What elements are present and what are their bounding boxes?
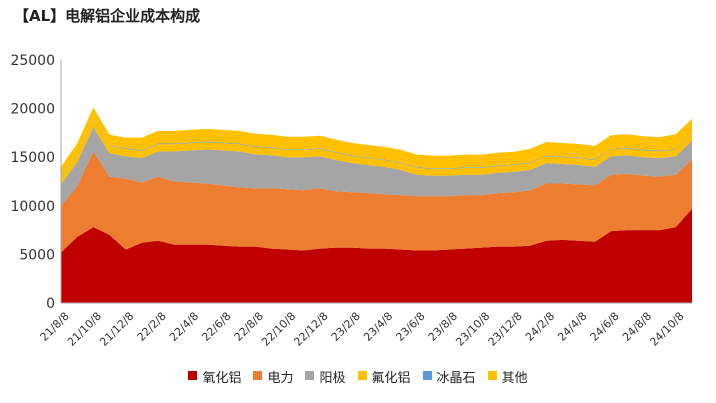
y-tick-labels: 0 5000 10000 15000 20000 25000: [10, 53, 55, 312]
x-tick-label: 22/12/8: [291, 310, 330, 349]
legend-label: 阳极: [319, 371, 346, 386]
x-tick-label: 22/4/8: [167, 310, 201, 344]
x-tick-label: 23/6/8: [393, 310, 427, 344]
legend-label: 氧化铝: [202, 371, 242, 386]
legend-item: 氟化铝: [357, 367, 411, 386]
x-tick-label: 24/2/8: [523, 310, 557, 344]
x-tick-labels: 21/8/821/10/821/12/822/2/822/4/822/6/822…: [38, 310, 687, 349]
legend-item: 冰晶石: [422, 367, 476, 386]
legend-label: 冰晶石: [436, 371, 476, 386]
x-tick-label: 22/2/8: [135, 310, 169, 344]
legend-label: 氟化铝: [371, 371, 411, 386]
series-areas: [61, 107, 692, 303]
x-tick-label: 23/10/8: [453, 310, 492, 349]
x-tick-label: 23/4/8: [361, 310, 395, 344]
legend-item: 阳极: [305, 367, 346, 386]
legend-swatch: [487, 371, 497, 380]
x-tick-label: 22/10/8: [259, 310, 298, 349]
x-tick-label: 24/10/8: [647, 310, 686, 349]
legend: 氧化铝 电力 阳极 氟化铝 冰晶石 其他: [0, 367, 716, 386]
x-tick-label: 22/6/8: [199, 310, 233, 344]
y-tick-label: 25000: [10, 53, 55, 69]
axes: [60, 60, 692, 304]
legend-swatch: [188, 371, 198, 380]
chart-title: 【AL】电解铝企业成本构成: [14, 7, 201, 25]
y-tick-label: 10000: [10, 199, 55, 215]
y-tick-label: 15000: [10, 150, 55, 166]
area-series-5: [61, 107, 692, 177]
x-tick-label: 23/2/8: [329, 310, 363, 344]
legend-item: 氧化铝: [188, 367, 241, 386]
legend-label: 电力: [267, 371, 294, 386]
y-tick-label: 20000: [10, 102, 55, 118]
area-series-0: [61, 208, 692, 303]
y-tick-label: 5000: [19, 247, 55, 263]
legend-swatch: [357, 371, 367, 380]
legend-item: 其他: [487, 367, 528, 386]
x-tick-label: 24/4/8: [555, 310, 589, 344]
x-tick-label: 21/10/8: [65, 310, 104, 349]
legend-label: 其他: [501, 371, 528, 386]
legend-item: 电力: [253, 367, 293, 386]
x-tick-label: 23/12/8: [486, 310, 525, 349]
legend-swatch: [305, 371, 315, 380]
y-tick-label: 0: [46, 296, 55, 312]
legend-swatch: [253, 371, 263, 380]
x-tick-label: 21/12/8: [97, 310, 136, 349]
x-tick-label: 24/6/8: [588, 310, 622, 344]
area-series-2: [61, 127, 692, 206]
area-series-1: [61, 151, 692, 253]
legend-swatch: [422, 371, 432, 380]
